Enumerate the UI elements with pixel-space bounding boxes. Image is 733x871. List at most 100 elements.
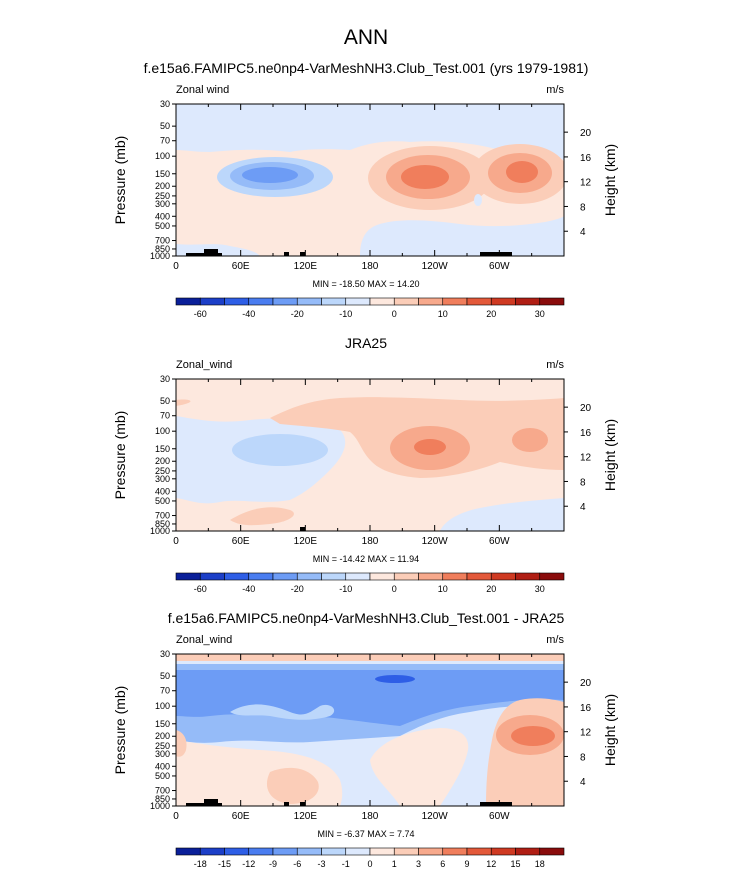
colorbar-swatch — [224, 297, 250, 306]
colorbar-swatch — [345, 297, 371, 306]
colorbar-swatch — [515, 572, 541, 581]
colorbar-swatch — [175, 572, 201, 581]
contour-weak-tropical — [230, 704, 335, 720]
colorbar-swatch — [466, 847, 492, 856]
y2-tick-label: 20 — [580, 403, 592, 414]
colorbar-tick-label: -9 — [269, 859, 277, 869]
colorbar-swatch — [466, 572, 492, 581]
x-tick-label: 120E — [294, 261, 318, 272]
y-tick-label: 30 — [160, 374, 170, 384]
contour-positive-jet-core — [414, 439, 446, 455]
x-ticks: 0 60E 120E 180 120W 60W — [173, 654, 565, 822]
contour-positive-left-edge — [176, 730, 187, 757]
colorbar-swatch — [490, 297, 516, 306]
contour-positive-jet-east-mid — [512, 428, 548, 452]
colorbar-swatch — [272, 847, 298, 856]
colorbar-tick-label: 0 — [392, 584, 397, 594]
contour-negative-core — [375, 675, 415, 683]
y-tick-label: 700 — [155, 236, 170, 246]
y-tick-label: 400 — [155, 761, 170, 771]
colorbar-swatch — [393, 297, 419, 306]
y-tick-label: 30 — [160, 649, 170, 659]
y-tick-label: 250 — [155, 741, 170, 751]
panel-title: JRA25 — [345, 335, 387, 351]
x-tick-label: 60W — [489, 536, 510, 547]
colorbar-swatch — [248, 572, 274, 581]
y-tick-label: 100 — [155, 426, 170, 436]
colorbar-tick-label: -18 — [194, 859, 207, 869]
colorbar-swatch — [490, 847, 516, 856]
colorbar-swatch — [321, 297, 347, 306]
y2-tick-label: 4 — [580, 777, 586, 788]
x-tick-label: 60W — [489, 261, 510, 272]
topography — [186, 249, 512, 256]
colorbar-swatch — [224, 572, 250, 581]
colorbar-swatch — [418, 847, 444, 856]
colorbar-tick-label: 30 — [535, 309, 545, 319]
contour-field — [176, 654, 564, 806]
colorbar: -60 -40 -20 -10 0 10 20 30 — [175, 572, 565, 594]
panel-units: m/s — [546, 359, 564, 371]
colorbar-tick-label: -60 — [194, 584, 207, 594]
colorbar-swatch — [296, 297, 322, 306]
contour-positive-jet-east-core — [506, 161, 538, 183]
colorbar-tick-label: 10 — [438, 309, 448, 319]
colorbar-swatch — [369, 847, 395, 856]
colorbar-tick-label: -20 — [291, 584, 304, 594]
topography — [186, 799, 512, 806]
y-tick-label: 150 — [155, 444, 170, 454]
colorbar-swatch — [393, 847, 419, 856]
y-tick-label: 100 — [155, 151, 170, 161]
contour-positive-jet-west-core — [401, 165, 449, 189]
colorbar-swatch — [272, 572, 298, 581]
contour-field — [176, 104, 564, 256]
colorbar-tick-label: -40 — [242, 584, 255, 594]
y-tick-label: 500 — [155, 771, 170, 781]
colorbar-tick-label: -10 — [339, 309, 352, 319]
colorbar-tick-label: -12 — [242, 859, 255, 869]
panel-title: f.e15a6.FAMIPC5.ne0np4-VarMeshNH3.Club_T… — [144, 60, 589, 76]
y2-tick-label: 8 — [580, 752, 586, 763]
y-tick-label: 850 — [155, 519, 170, 529]
x-tick-label: 0 — [173, 536, 179, 547]
contour-negative-tropics — [360, 216, 564, 256]
colorbar-tick-label: 0 — [367, 859, 372, 869]
colorbar-tick-label: 20 — [486, 309, 496, 319]
colorbar-tick-label: 18 — [535, 859, 545, 869]
y-tick-label: 150 — [155, 169, 170, 179]
colorbar-swatch — [248, 297, 274, 306]
colorbar-tick-label: 9 — [464, 859, 469, 869]
y-tick-label: 70 — [160, 686, 170, 696]
colorbar-swatch — [515, 847, 541, 856]
colorbar-swatch — [175, 297, 201, 306]
y-tick-label: 70 — [160, 411, 170, 421]
colorbar: -60 -40 -20 -10 0 10 20 30 — [175, 297, 565, 319]
y-tick-label: 1000 — [150, 251, 170, 261]
y2-tick-label: 16 — [580, 703, 592, 714]
x-tick-label: 60W — [489, 811, 510, 822]
colorbar-swatch — [321, 847, 347, 856]
contour-positive-stratosphere — [176, 397, 564, 478]
x-tick-label: 60E — [232, 261, 250, 272]
colorbar-swatch — [296, 847, 322, 856]
colorbar-tick-label: 0 — [392, 309, 397, 319]
colorbar-swatch — [442, 297, 468, 306]
contour-positive-surface — [230, 507, 294, 526]
colorbar-swatch — [224, 847, 250, 856]
colorbar-swatch — [321, 572, 347, 581]
colorbar-tick-label: -40 — [242, 309, 255, 319]
y2-tick-label: 12 — [580, 178, 592, 189]
y-tick-label: 250 — [155, 191, 170, 201]
colorbar-tick-label: -6 — [293, 859, 301, 869]
y-tick-label: 400 — [155, 486, 170, 496]
colorbar-swatch — [515, 297, 541, 306]
colorbar-tick-label: -3 — [317, 859, 325, 869]
colorbar-swatch — [539, 297, 565, 306]
y-tick-label: 200 — [155, 456, 170, 466]
panel-reanalysis: JRA25 Zonal_wind m/s 3050701001502002503… — [112, 335, 618, 594]
colorbar-swatch — [199, 572, 225, 581]
panel-left-label: Zonal_wind — [176, 359, 232, 371]
x-tick-label: 60E — [232, 536, 250, 547]
